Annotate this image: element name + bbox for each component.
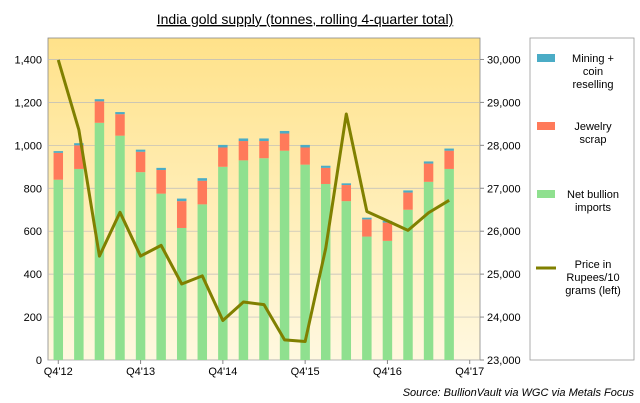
bar-segment xyxy=(115,135,125,360)
x-tick-label: Q4'15 xyxy=(291,366,320,378)
right-tick-label: 25,000 xyxy=(487,269,521,281)
bar-segment xyxy=(197,180,208,205)
bar-segment xyxy=(444,148,454,151)
bar-segment xyxy=(197,178,208,181)
bar-segment xyxy=(403,192,413,210)
left-tick-label: 1,000 xyxy=(14,140,42,152)
x-tick-label: Q4'14 xyxy=(208,366,237,378)
legend-swatch xyxy=(537,190,555,198)
bar-segment xyxy=(341,201,352,360)
bar-segment xyxy=(259,141,269,159)
bar-segment xyxy=(53,151,64,153)
bar-segment xyxy=(176,201,187,228)
bar-segment xyxy=(135,172,146,360)
bar-segment xyxy=(115,114,125,136)
legend: Mining + coin reselling Jewelry scrap Net bul… xyxy=(529,37,635,361)
bar-segment xyxy=(444,150,454,169)
right-tick-label: 26,000 xyxy=(487,226,521,238)
bar-segment xyxy=(115,112,125,115)
bar-segment xyxy=(156,170,166,194)
left-tick-label: 600 xyxy=(24,226,42,238)
bar-segment xyxy=(279,150,290,360)
right-tick-label: 30,000 xyxy=(487,54,521,66)
right-tick-label: 28,000 xyxy=(487,140,521,152)
right-tick-label: 23,000 xyxy=(487,355,521,367)
legend-swatch xyxy=(537,122,555,130)
bar-segment xyxy=(300,147,310,165)
bar-segment xyxy=(382,240,393,360)
bar-segment xyxy=(279,133,290,151)
bar-segment xyxy=(320,167,331,184)
bar-segment xyxy=(300,164,310,360)
bar-segment xyxy=(320,165,331,168)
bar-segment xyxy=(444,168,454,360)
price-line xyxy=(56,59,450,344)
bar-segment xyxy=(74,145,84,169)
bar-segment xyxy=(53,152,64,180)
legend-swatch xyxy=(537,54,555,62)
bar-segment xyxy=(259,158,269,360)
left-tick-label: 1,400 xyxy=(14,54,42,66)
bar-segment xyxy=(53,179,64,360)
bar-segment xyxy=(156,193,166,360)
left-tick-label: 200 xyxy=(24,312,42,324)
legend-label: Net bullion imports xyxy=(567,189,619,214)
bar-segment xyxy=(279,130,290,134)
x-tick-label: Q4'17 xyxy=(455,366,484,378)
bar-segment xyxy=(423,181,434,360)
bar-segment xyxy=(382,222,393,241)
axes: 0 200 400 600 800 1,000 1,200 1,400 23,000 24,000… xyxy=(14,54,520,378)
chart-title: India gold supply (tonnes, rolling 4-qua… xyxy=(157,11,454,27)
bar-segment xyxy=(238,160,249,360)
bar-segment xyxy=(176,198,187,202)
bar-segment xyxy=(362,217,372,220)
bar-segment xyxy=(403,190,413,193)
legend-box xyxy=(529,37,635,361)
bar-segment xyxy=(197,204,208,360)
bar-segment xyxy=(135,149,146,152)
bar-segment xyxy=(135,151,146,173)
right-tick-label: 27,000 xyxy=(487,183,521,195)
legend-label: Mining + coin reselling xyxy=(572,53,614,91)
bar-segment xyxy=(218,144,228,148)
bar-segment xyxy=(423,161,434,164)
bar-segment xyxy=(341,183,352,186)
left-tick-label: 0 xyxy=(36,355,42,367)
left-tick-label: 400 xyxy=(24,269,42,281)
bar-segment xyxy=(218,147,228,167)
bar-segment xyxy=(403,209,413,360)
bar-segment xyxy=(341,185,352,202)
bar-segment xyxy=(176,227,187,360)
right-tick-label: 24,000 xyxy=(487,312,521,324)
bar-segment xyxy=(362,219,372,237)
price-series-line xyxy=(56,59,450,344)
x-tick-label: Q4'13 xyxy=(126,366,155,378)
bar-segment xyxy=(300,144,310,148)
bar-segment xyxy=(238,141,249,161)
bars xyxy=(53,99,454,360)
left-tick-label: 1,200 xyxy=(14,97,42,109)
bar-segment xyxy=(218,166,228,360)
right-tick-label: 29,000 xyxy=(487,97,521,109)
bar-segment xyxy=(238,138,249,142)
bar-segment xyxy=(94,101,105,123)
bar-segment xyxy=(320,183,331,360)
bar-segment xyxy=(362,236,372,360)
bar-segment xyxy=(259,138,269,142)
left-tick-label: 800 xyxy=(24,183,42,195)
legend-label: Price in Rupees/10 grams (left) xyxy=(565,259,621,297)
bar-segment xyxy=(74,143,84,146)
source-note: Source: BullionVault via WGC via Metals … xyxy=(403,387,635,399)
bar-segment xyxy=(94,99,105,102)
bar-segment xyxy=(156,167,166,171)
legend-label: Jewelry scrap xyxy=(574,121,612,146)
x-tick-label: Q4'16 xyxy=(373,366,402,378)
bar-segment xyxy=(74,168,84,360)
bar-segment xyxy=(423,163,434,182)
x-tick-label: Q4'12 xyxy=(44,366,73,378)
bar-segment xyxy=(94,122,105,360)
